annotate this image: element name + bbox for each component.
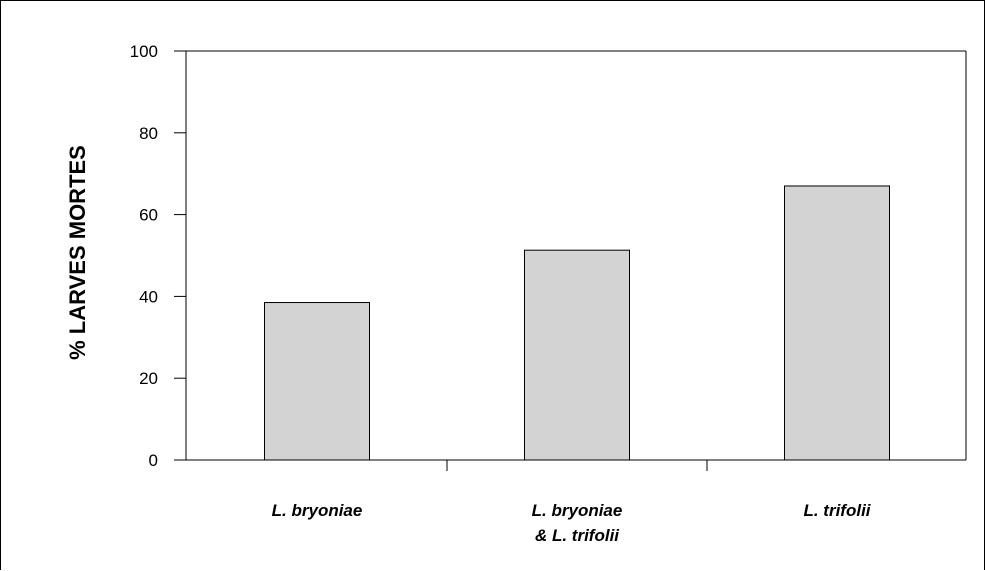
y-tick-label: 100 [130,42,158,61]
x-ticks [446,460,708,471]
y-tick-label: 20 [139,369,158,388]
x-category-label: L. bryoniae [272,501,363,520]
y-axis-title: % LARVES MORTES [65,145,90,360]
category-labels: L. bryoniae L. bryoniae & L. trifolii L. tr… [272,501,872,545]
y-tick-label: 0 [149,451,158,470]
x-category-label: L. trifolii [803,501,871,520]
bars [264,185,890,461]
x-category-label: L. bryoniae [532,501,623,520]
y-ticks: 0 20 40 60 80 100 [130,42,186,470]
y-tick-label: 40 [139,287,158,306]
x-category-label: & L. trifolii [535,526,620,545]
bar [784,185,890,461]
y-tick-label: 80 [139,124,158,143]
bar [264,302,370,461]
bar [524,249,630,461]
y-tick-label: 60 [139,206,158,225]
